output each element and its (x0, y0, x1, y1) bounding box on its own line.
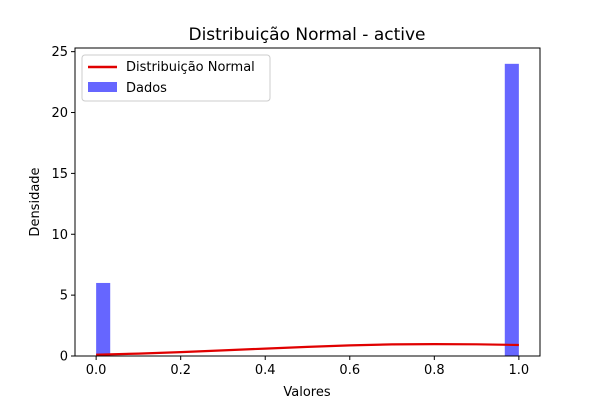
x-tick-label: 0.0 (86, 363, 107, 378)
y-tick-label: 0 (60, 350, 68, 365)
y-tick-label: 20 (51, 106, 68, 121)
legend-frame (81, 54, 271, 102)
y-tick-label: 5 (60, 289, 68, 304)
legend-label-curve: Distribuição Normal (126, 60, 255, 75)
x-tick-label: 1.0 (509, 363, 530, 378)
x-axis-label: Valores (283, 385, 330, 400)
x-tick-label: 0.2 (170, 363, 191, 378)
y-axis-label: Densidade (28, 167, 43, 236)
x-tick-label: 0.4 (255, 363, 276, 378)
legend-swatch-histogram (88, 82, 117, 92)
y-tick-label: 10 (51, 228, 68, 243)
plot-area-frame (74, 47, 541, 357)
normal-curve-line (96, 342, 519, 356)
legend: Distribuição Normal Dados (81, 54, 271, 102)
chart-title: Distribuição Normal - active (188, 25, 425, 45)
x-tick-label: 0.8 (424, 363, 445, 378)
y-tick-label: 25 (51, 45, 68, 60)
histogram-bar-0 (96, 282, 111, 356)
histogram-bar-1 (504, 63, 519, 357)
legend-label-histogram: Dados (126, 81, 167, 96)
y-tick-label: 15 (51, 167, 68, 182)
x-tick-label: 0.6 (339, 363, 360, 378)
